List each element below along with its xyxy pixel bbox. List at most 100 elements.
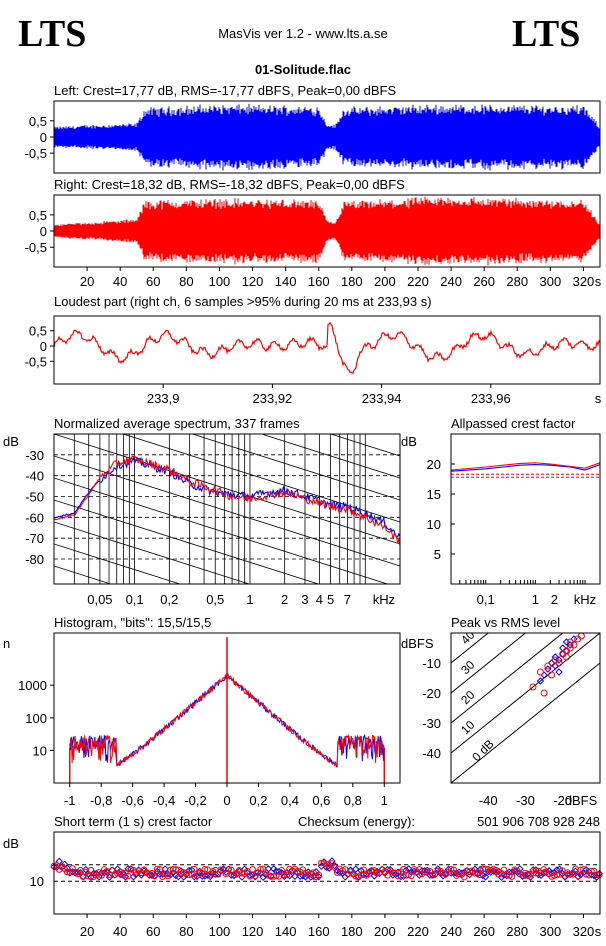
crest-point xyxy=(500,871,508,879)
x-tick-label: 0,1 xyxy=(477,592,495,607)
crest-point xyxy=(384,872,391,879)
y-tick-label: -0,5 xyxy=(25,354,47,369)
scatter-point xyxy=(540,689,548,697)
x-tick-label: 0,2 xyxy=(160,592,178,607)
loudest-trace xyxy=(53,321,601,374)
slope-line xyxy=(329,434,400,457)
waveform-trace xyxy=(53,103,600,171)
y-tick-label: 0,5 xyxy=(29,114,47,129)
crest-point xyxy=(201,872,209,880)
x-tick-label: 220 xyxy=(407,924,429,939)
x-tick-label: 60 xyxy=(146,924,160,939)
x-tick-label: 1 xyxy=(381,793,388,808)
crest-point xyxy=(151,872,158,880)
right-waveform-chart: 0,50-0,5 20 40 60 80 100 120 140 160 180 200 220 240… xyxy=(25,194,602,289)
y-tick-label: 10 xyxy=(427,517,441,532)
y-tick-label: -0,5 xyxy=(25,240,47,255)
crest-point xyxy=(174,872,183,881)
crest-point xyxy=(185,871,193,879)
scatter-point xyxy=(555,656,563,664)
crest-point xyxy=(394,868,402,876)
x-tick-label: 2 xyxy=(551,592,558,607)
y-tick-label: 10 xyxy=(30,874,44,889)
plot-frame xyxy=(53,315,601,385)
logo-right: LTS xyxy=(512,13,580,55)
x-tick-label: 0,5 xyxy=(206,592,224,607)
y-tick-label: 20 xyxy=(427,457,441,472)
crest-point xyxy=(249,866,256,873)
scatter-point xyxy=(555,659,563,667)
scatter-point xyxy=(544,662,552,670)
crest-point xyxy=(161,865,169,873)
plot-frame xyxy=(53,831,601,915)
scatter-point xyxy=(548,671,556,679)
crest-point xyxy=(580,866,587,873)
x-tick-label: 0,05 xyxy=(87,592,112,607)
y-tick-label: -10 xyxy=(422,656,441,671)
y-tick-label: -70 xyxy=(25,531,44,546)
spectrum-series xyxy=(54,455,400,547)
crest-point xyxy=(225,866,233,873)
slope-line xyxy=(54,543,182,584)
x-tick-label: 100 xyxy=(209,274,231,289)
crest-point xyxy=(257,866,264,873)
crest-point xyxy=(400,865,407,873)
crest-point xyxy=(596,871,603,879)
crest-point xyxy=(82,865,90,874)
x-tick-label: 280 xyxy=(506,924,528,939)
x-tick-label: 160 xyxy=(308,924,330,939)
crest-point xyxy=(259,873,267,881)
x-tick-label: 2 xyxy=(281,592,288,607)
crest-point xyxy=(201,865,209,873)
scatter-point xyxy=(547,659,556,667)
slope-line xyxy=(191,434,400,501)
x-unit-label: kHz xyxy=(373,592,395,607)
x-unit-label: s xyxy=(595,924,602,939)
crest-point xyxy=(156,866,164,873)
x-tick-label: 40 xyxy=(113,274,127,289)
x-tick-label: 140 xyxy=(275,924,297,939)
plot-frame xyxy=(450,632,601,784)
plot-frame xyxy=(450,433,601,585)
histogram-ylabel: n xyxy=(3,636,10,651)
x-tick-label: 160 xyxy=(308,274,330,289)
crest-point xyxy=(450,866,458,874)
x-tick-label: 80 xyxy=(179,274,193,289)
crest-point xyxy=(191,865,198,873)
x-tick-label: 220 xyxy=(407,274,429,289)
scatter-point xyxy=(562,638,571,646)
allpassed-title: Allpassed crest factor xyxy=(451,416,576,431)
y-tick-label: -50 xyxy=(25,490,44,505)
x-tick-label: 200 xyxy=(374,274,396,289)
x-tick-label: -0,6 xyxy=(121,793,143,808)
x-tick-label: 300 xyxy=(540,924,562,939)
peak-rms-ylabel: dBFS xyxy=(401,636,434,651)
x-tick-label: 240 xyxy=(440,274,462,289)
crest-point xyxy=(577,866,585,874)
x-tick-label: 300 xyxy=(540,274,562,289)
y-tick-label: 5 xyxy=(434,547,441,562)
crest-point xyxy=(153,865,161,873)
loudest-part-chart: 0,50-0,5 233,9 233,92 233,94 233,96 s xyxy=(25,315,602,406)
crest-point xyxy=(172,866,180,873)
crest-point xyxy=(476,871,484,879)
crest-point xyxy=(283,871,291,879)
crest-point xyxy=(256,869,265,877)
x-tick-label: 0,1 xyxy=(126,592,144,607)
crest-point xyxy=(553,871,561,879)
crest-point xyxy=(296,872,304,881)
y-tick-label: -40 xyxy=(25,469,44,484)
x-tick-label: 1 xyxy=(532,592,539,607)
crest-point xyxy=(98,872,105,879)
y-tick-label: -60 xyxy=(25,510,44,525)
y-tick-label: 100 xyxy=(25,711,47,726)
x-unit-label: s xyxy=(595,274,602,289)
scatter-point xyxy=(551,662,560,670)
spectrum-title: Normalized average spectrum, 337 frames xyxy=(54,416,300,431)
crest-point xyxy=(389,869,397,876)
scatter-point xyxy=(536,668,544,676)
x-tick-label: 180 xyxy=(341,924,363,939)
crest-point xyxy=(455,870,463,878)
crest-point xyxy=(315,871,323,879)
x-tick-label: 80 xyxy=(179,924,193,939)
